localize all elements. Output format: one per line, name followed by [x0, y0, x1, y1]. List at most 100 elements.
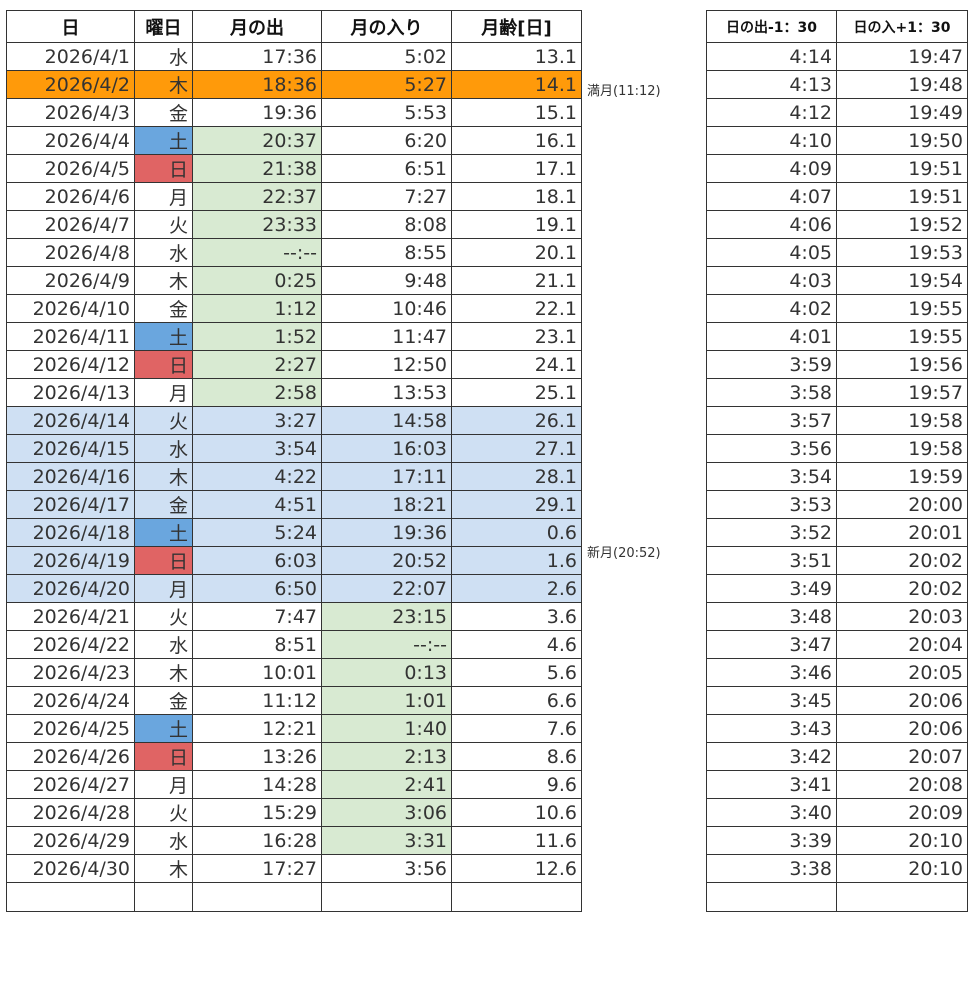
header-date: 日 — [6, 10, 135, 43]
dow-cell: 火 — [134, 602, 193, 631]
table-row: 3:42 20:07 — [706, 742, 968, 771]
sunset-cell: 20:10 — [836, 826, 968, 855]
moon-age-cell: 26.1 — [451, 406, 582, 435]
date-cell: 2026/4/23 — [6, 658, 135, 687]
dow-cell: 火 — [134, 210, 193, 239]
sunrise-cell: 3:40 — [706, 798, 837, 827]
moonrise-cell: 3:54 — [192, 434, 322, 463]
table-row: 2026/4/11 土 1:52 11:47 23.1 — [6, 322, 582, 351]
date-cell: 2026/4/15 — [6, 434, 135, 463]
sunset-cell: 20:02 — [836, 574, 968, 603]
date-cell: 2026/4/5 — [6, 154, 135, 183]
moonset-cell: 18:21 — [321, 490, 452, 519]
table-row: 2026/4/13 月 2:58 13:53 25.1 — [6, 378, 582, 407]
moon-age-cell: 10.6 — [451, 798, 582, 827]
table-row: 2026/4/3 金 19:36 5:53 15.1 — [6, 98, 582, 127]
table-row: 2026/4/14 火 3:27 14:58 26.1 — [6, 406, 582, 435]
date-cell: 2026/4/20 — [6, 574, 135, 603]
dow-cell: 金 — [134, 294, 193, 323]
moon-age-cell: 7.6 — [451, 714, 582, 743]
table-row: 2026/4/26 日 13:26 2:13 8.6 — [6, 742, 582, 771]
moon-age-cell: 4.6 — [451, 630, 582, 659]
empty-cell — [706, 882, 837, 912]
sunrise-cell: 3:47 — [706, 630, 837, 659]
moon-age-cell: 2.6 — [451, 574, 582, 603]
sunset-cell: 19:57 — [836, 378, 968, 407]
moon-age-cell: 22.1 — [451, 294, 582, 323]
dow-cell: 火 — [134, 406, 193, 435]
moonset-cell: 2:13 — [321, 742, 452, 771]
table-row: 2026/4/29 水 16:28 3:31 11.6 — [6, 826, 582, 855]
dow-cell: 木 — [134, 854, 193, 883]
moonrise-cell: --:-- — [192, 238, 322, 267]
moonrise-cell: 1:12 — [192, 294, 322, 323]
sunrise-cell: 3:42 — [706, 742, 837, 771]
table-row: 4:05 19:53 — [706, 238, 968, 267]
sun-table: 日の出-1：30 日の入+1：30 4:14 19:47 4:13 19:48 4:12… — [706, 10, 968, 912]
moonset-cell: 9:48 — [321, 266, 452, 295]
moonset-cell: 2:41 — [321, 770, 452, 799]
date-cell: 2026/4/22 — [6, 630, 135, 659]
sunrise-cell: 4:02 — [706, 294, 837, 323]
sunrise-cell: 4:06 — [706, 210, 837, 239]
dow-cell: 水 — [134, 42, 193, 71]
moonset-cell: 14:58 — [321, 406, 452, 435]
date-cell: 2026/4/2 — [6, 70, 135, 99]
empty-cell — [836, 882, 968, 912]
table-row: 4:13 19:48 — [706, 70, 968, 99]
sunrise-cell: 3:45 — [706, 686, 837, 715]
dow-cell: 水 — [134, 434, 193, 463]
table-row: 2026/4/20 月 6:50 22:07 2.6 — [6, 574, 582, 603]
moonrise-cell: 4:51 — [192, 490, 322, 519]
sunset-cell: 19:59 — [836, 462, 968, 491]
table-row: 4:01 19:55 — [706, 322, 968, 351]
table-row: 2026/4/21 火 7:47 23:15 3.6 — [6, 602, 582, 631]
moon-age-cell: 19.1 — [451, 210, 582, 239]
sunrise-cell: 3:54 — [706, 462, 837, 491]
date-cell: 2026/4/8 — [6, 238, 135, 267]
sunset-cell: 19:48 — [836, 70, 968, 99]
moon-age-cell: 18.1 — [451, 182, 582, 211]
moonrise-cell: 5:24 — [192, 518, 322, 547]
header-moonrise: 月の出 — [192, 10, 322, 43]
sunrise-cell: 3:41 — [706, 770, 837, 799]
sunset-cell: 19:55 — [836, 294, 968, 323]
header-row: 日 曜日 月の出 月の入り 月齢[日] — [6, 10, 582, 43]
table-row: 2026/4/23 木 10:01 0:13 5.6 — [6, 658, 582, 687]
date-cell: 2026/4/12 — [6, 350, 135, 379]
sunrise-cell: 4:13 — [706, 70, 837, 99]
table-row: 3:57 19:58 — [706, 406, 968, 435]
moonset-cell: 3:31 — [321, 826, 452, 855]
table-row: 2026/4/28 火 15:29 3:06 10.6 — [6, 798, 582, 827]
moonrise-cell: 11:12 — [192, 686, 322, 715]
dow-cell: 水 — [134, 630, 193, 659]
moonrise-cell: 1:52 — [192, 322, 322, 351]
sunrise-cell: 4:09 — [706, 154, 837, 183]
dow-cell: 土 — [134, 322, 193, 351]
dow-cell: 木 — [134, 658, 193, 687]
moonset-cell: 5:02 — [321, 42, 452, 71]
table-row: 3:38 20:10 — [706, 854, 968, 883]
table-row: 4:03 19:54 — [706, 266, 968, 295]
sunset-cell: 19:51 — [836, 154, 968, 183]
date-cell: 2026/4/10 — [6, 294, 135, 323]
table-row: 3:58 19:57 — [706, 378, 968, 407]
date-cell: 2026/4/30 — [6, 854, 135, 883]
table-row: 4:10 19:50 — [706, 126, 968, 155]
moonrise-cell: 18:36 — [192, 70, 322, 99]
sunrise-cell: 4:07 — [706, 182, 837, 211]
sunrise-cell: 4:05 — [706, 238, 837, 267]
table-row: 2026/4/16 木 4:22 17:11 28.1 — [6, 462, 582, 491]
sunrise-cell: 4:03 — [706, 266, 837, 295]
table-row: 2026/4/1 水 17:36 5:02 13.1 — [6, 42, 582, 71]
sunset-cell: 20:06 — [836, 714, 968, 743]
sunset-cell: 19:51 — [836, 182, 968, 211]
table-row: 3:56 19:58 — [706, 434, 968, 463]
table-row: 2026/4/10 金 1:12 10:46 22.1 — [6, 294, 582, 323]
moon-age-cell: 8.6 — [451, 742, 582, 771]
moonset-cell: 10:46 — [321, 294, 452, 323]
dow-cell: 木 — [134, 266, 193, 295]
dow-cell: 木 — [134, 462, 193, 491]
date-cell: 2026/4/18 — [6, 518, 135, 547]
table-row: 3:52 20:01 — [706, 518, 968, 547]
